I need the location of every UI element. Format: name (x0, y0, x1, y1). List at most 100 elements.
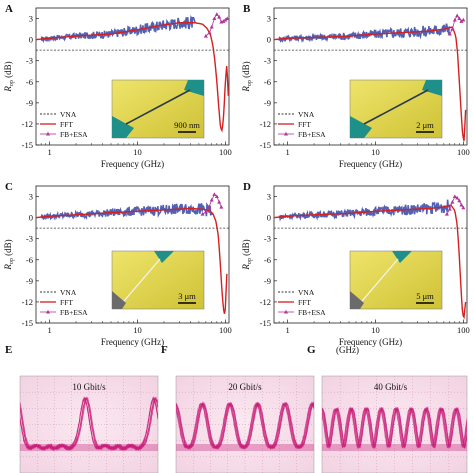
fb-esa-marker (217, 14, 222, 19)
fb-esa-marker (444, 211, 449, 216)
legend-marker-fb-esa (284, 131, 288, 136)
y-tick-label: -6 (26, 77, 33, 87)
y-tick-label: -15 (260, 318, 271, 328)
y-tick-label: -6 (264, 77, 271, 87)
x-tick-label: 10 (133, 325, 142, 335)
legend-entry: FB+ESA (60, 308, 88, 317)
fb-esa-marker (225, 16, 229, 21)
fb-esa-marker (459, 202, 464, 207)
x-tick-label: 10 (371, 325, 380, 335)
legend-entry: FB+ESA (298, 308, 326, 317)
electrode-right (184, 80, 204, 96)
x-tick-label: 1 (47, 147, 51, 157)
electrode-right (392, 251, 412, 263)
plot-area (36, 12, 229, 133)
panel-label: F (161, 344, 168, 356)
legend-marker-fb-esa (46, 131, 50, 136)
y-tick-label: -12 (22, 297, 33, 307)
legend-entry: FFT (60, 298, 73, 307)
scale-bar-label: 5 μm (416, 291, 434, 301)
scale-bar-label: 3 μm (178, 291, 196, 301)
y-axis-subscript: op (9, 80, 15, 86)
nanowire (123, 258, 161, 302)
eye-diagram-e: E 10 Gbit/s (5, 344, 159, 473)
fft-line (274, 26, 467, 142)
fb-esa-marker (459, 19, 464, 23)
y-tick-label: -12 (260, 297, 271, 307)
y-tick-label: 3 (267, 14, 271, 24)
x-axis-label: Frequency (GHz) (101, 337, 164, 347)
nanowire (363, 89, 429, 125)
y-axis-symbol: R (241, 86, 251, 93)
eye-traces (176, 400, 314, 451)
legend-entry: FFT (60, 120, 73, 129)
y-tick-label: -6 (26, 255, 33, 265)
panel-b: B 3 0 -3 -6 -9 -12 -15 1 10 100 Frequency (GHz) Rop … (241, 3, 470, 169)
eye-trace (322, 406, 467, 449)
panel-c: C 3 0 -3 -6 -9 -12 -15 1 10 100 Frequency (GHz) Rop … (3, 181, 232, 347)
plot-area (36, 192, 229, 314)
y-tick-label: -3 (264, 56, 271, 66)
eye-trace (176, 402, 314, 450)
y-tick-label: -3 (26, 234, 33, 244)
y-axis-unit: (dB) (3, 61, 13, 80)
y-axis-symbol: R (3, 86, 13, 93)
y-axis-subscript: op (247, 258, 253, 264)
x-axis-label: Frequency (GHz) (339, 159, 402, 169)
fb-esa-marker (461, 17, 466, 22)
panel-d: D 3 0 -3 -6 -9 -12 -15 1 10 100 Frequency (GHz) Rop … (241, 181, 470, 347)
fb-esa-marker (212, 16, 217, 21)
fb-esa-marker (450, 26, 455, 31)
y-tick-label: 0 (29, 35, 33, 45)
fft-line (36, 22, 229, 133)
fb-esa-marker (455, 13, 460, 18)
y-tick-label: 3 (29, 192, 33, 202)
axes-frame (273, 185, 468, 324)
fb-esa-marker (214, 194, 219, 199)
y-axis-symbol: R (3, 264, 13, 271)
bitrate-label: 10 Gbit/s (72, 382, 106, 392)
bitrate-label: 40 Gbit/s (374, 382, 408, 392)
eye-diagram-f: F 20 Gbit/s (161, 344, 315, 473)
eye-baseline-band (322, 444, 467, 451)
electrode-right (154, 251, 174, 263)
axes-frame (35, 185, 230, 324)
legend-entry: VNA (298, 110, 315, 119)
scale-bar-label: 2 μm (416, 120, 434, 130)
y-axis-unit: (dB) (3, 239, 13, 258)
y-tick-label: -9 (26, 98, 33, 108)
nanowire (125, 89, 191, 125)
x-tick-label: 10 (371, 147, 380, 157)
panel-label: G (307, 344, 316, 356)
electrode-left (112, 116, 134, 138)
x-tick-label: 100 (457, 147, 470, 157)
y-tick-label: 3 (267, 192, 271, 202)
fb-esa-marker (450, 199, 455, 204)
y-axis-label: Rop (dB) (241, 239, 253, 270)
y-tick-label: -6 (264, 255, 271, 265)
y-tick-label: -3 (264, 234, 271, 244)
fft-line (36, 207, 228, 314)
electrode-left (350, 291, 364, 309)
fb-esa-marker (455, 195, 460, 200)
panel-a: A 3 0 -3 -6 -9 -12 -15 1 10 100 Frequency (GHz) Rop … (3, 3, 232, 169)
axes-frame (273, 7, 468, 146)
fb-esa-marker (203, 33, 208, 38)
panel-label: B (243, 3, 251, 15)
micrograph-inset: 2 μm (349, 79, 443, 139)
legend-marker-fb-esa (46, 309, 50, 314)
y-axis-subscript: op (9, 258, 15, 264)
x-axis-label: Frequency (GHz) (101, 159, 164, 169)
eye-diagram-g: G (GHz) 40 Gbit/s (307, 344, 468, 473)
fft-noise-band (40, 14, 196, 44)
fb-esa-marker (221, 19, 226, 23)
legend-entry: VNA (60, 110, 77, 119)
y-tick-label: -15 (22, 318, 33, 328)
x-tick-label: 1 (47, 325, 51, 335)
x-tick-label: 1 (285, 325, 289, 335)
x-tick-label: 100 (219, 325, 232, 335)
fb-esa-marker (447, 31, 452, 36)
legend-entry: FB+ESA (298, 130, 326, 139)
